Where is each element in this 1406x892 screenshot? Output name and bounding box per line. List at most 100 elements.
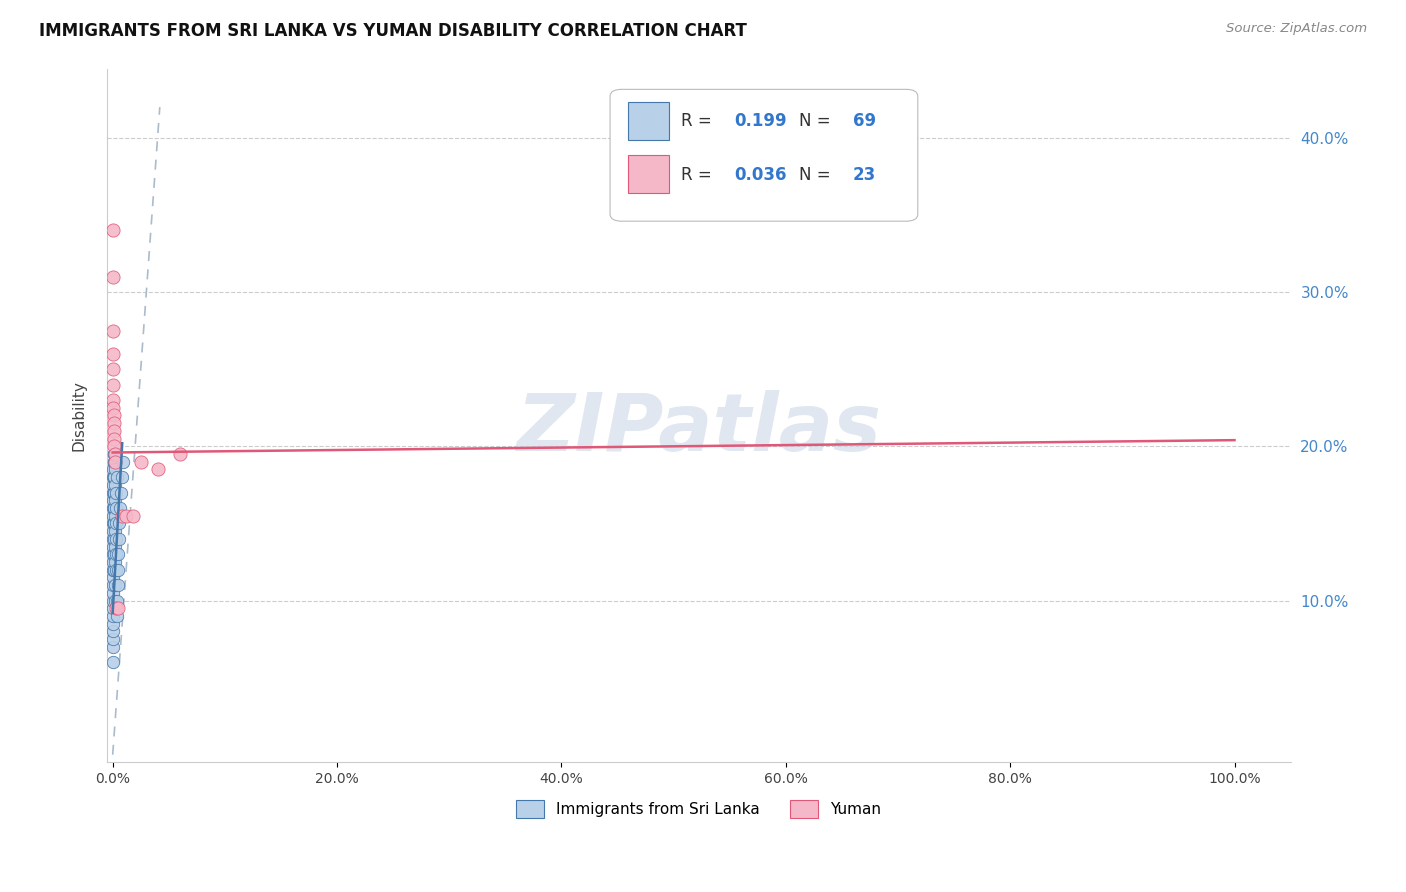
Point xyxy=(104,524,127,538)
Text: IMMIGRANTS FROM SRI LANKA VS YUMAN DISABILITY CORRELATION CHART: IMMIGRANTS FROM SRI LANKA VS YUMAN DISAB… xyxy=(39,22,747,40)
Point xyxy=(111,455,134,469)
Point xyxy=(101,555,124,569)
Point xyxy=(101,586,124,600)
Point xyxy=(101,640,124,654)
Point xyxy=(146,462,169,476)
Point xyxy=(101,601,124,615)
Point xyxy=(104,555,127,569)
Point xyxy=(111,508,134,523)
Point xyxy=(105,501,128,516)
Point xyxy=(103,401,125,415)
Point xyxy=(169,447,191,461)
Point xyxy=(101,547,124,561)
Point xyxy=(103,432,125,446)
FancyBboxPatch shape xyxy=(628,155,669,194)
Point xyxy=(105,485,128,500)
FancyBboxPatch shape xyxy=(610,89,918,221)
Point xyxy=(101,532,124,546)
Point xyxy=(107,563,129,577)
Point xyxy=(101,624,124,639)
Point xyxy=(103,501,125,516)
Point xyxy=(104,563,127,577)
Text: 23: 23 xyxy=(852,166,876,184)
Point xyxy=(104,478,127,492)
Point xyxy=(104,447,127,461)
Point xyxy=(103,516,125,531)
Point xyxy=(105,593,128,607)
Point xyxy=(104,532,127,546)
Point xyxy=(103,447,125,461)
Point xyxy=(103,478,125,492)
Text: 0.036: 0.036 xyxy=(734,166,787,184)
Point xyxy=(107,547,129,561)
Point xyxy=(104,462,127,476)
Point xyxy=(103,516,125,531)
Point xyxy=(105,516,128,531)
Point xyxy=(101,324,124,338)
Point xyxy=(103,462,125,476)
Point xyxy=(103,563,125,577)
Point xyxy=(103,392,125,407)
Point xyxy=(103,532,125,546)
Point xyxy=(110,485,132,500)
FancyBboxPatch shape xyxy=(628,102,669,140)
Point xyxy=(107,578,129,592)
Point xyxy=(103,501,125,516)
Y-axis label: Disability: Disability xyxy=(72,380,86,451)
Point xyxy=(101,563,124,577)
Text: R =: R = xyxy=(681,112,717,129)
Point xyxy=(103,493,125,508)
Point xyxy=(104,508,127,523)
Text: Source: ZipAtlas.com: Source: ZipAtlas.com xyxy=(1226,22,1367,36)
Point xyxy=(129,455,152,469)
Point xyxy=(103,409,125,423)
Point xyxy=(103,470,125,484)
Point xyxy=(103,447,125,461)
Point xyxy=(104,493,127,508)
Point xyxy=(104,547,127,561)
Point xyxy=(111,470,134,484)
Point xyxy=(103,547,125,561)
Point xyxy=(103,447,125,461)
Point xyxy=(103,501,125,516)
Point xyxy=(108,501,131,516)
Point xyxy=(101,570,124,584)
Text: ZIPatlas: ZIPatlas xyxy=(516,391,882,468)
Text: 0.199: 0.199 xyxy=(734,112,787,129)
Text: R =: R = xyxy=(681,166,717,184)
Text: N =: N = xyxy=(800,166,837,184)
Point xyxy=(103,470,125,484)
Point xyxy=(108,516,131,531)
Point xyxy=(105,601,128,615)
Point xyxy=(101,269,124,284)
Point xyxy=(103,485,125,500)
Legend: Immigrants from Sri Lanka, Yuman: Immigrants from Sri Lanka, Yuman xyxy=(510,794,887,824)
Point xyxy=(101,540,124,554)
Point xyxy=(105,609,128,624)
Point xyxy=(104,455,127,469)
Point xyxy=(101,578,124,592)
Point xyxy=(115,508,138,523)
Point xyxy=(103,516,125,531)
Point xyxy=(101,347,124,361)
Point xyxy=(103,377,125,392)
Point xyxy=(101,632,124,646)
Point xyxy=(104,578,127,592)
Point xyxy=(103,455,125,469)
Point xyxy=(107,601,129,615)
Point xyxy=(103,439,125,453)
Point xyxy=(108,532,131,546)
Point xyxy=(103,470,125,484)
Point xyxy=(105,470,128,484)
Point xyxy=(101,362,124,376)
Point xyxy=(101,223,124,237)
Point xyxy=(103,485,125,500)
Point xyxy=(101,609,124,624)
Point xyxy=(103,485,125,500)
Point xyxy=(101,616,124,631)
Point xyxy=(103,455,125,469)
Point xyxy=(101,655,124,669)
Text: N =: N = xyxy=(800,112,837,129)
Point xyxy=(122,508,145,523)
Point xyxy=(103,508,125,523)
